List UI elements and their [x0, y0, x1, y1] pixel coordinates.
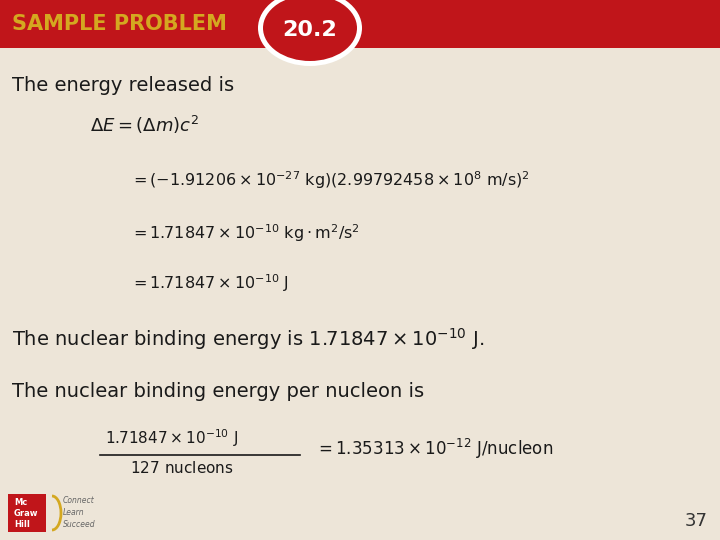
Text: The nuclear binding energy is $1.71847 \times 10^{-10}$ J.: The nuclear binding energy is $1.71847 \… [12, 326, 484, 352]
Text: $127\ \mathrm{nucleons}$: $127\ \mathrm{nucleons}$ [130, 460, 233, 476]
Text: The energy released is: The energy released is [12, 76, 234, 95]
Text: Mc
Graw
Hill: Mc Graw Hill [14, 498, 38, 529]
Text: $= 1.71847 \times 10^{-10}\ \mathrm{J}$: $= 1.71847 \times 10^{-10}\ \mathrm{J}$ [130, 272, 289, 294]
Text: Connect
Learn
Succeed: Connect Learn Succeed [63, 496, 96, 529]
Text: $= (-1.91206 \times 10^{-27}\ \mathrm{kg})(2.99792458 \times 10^{8}\ \mathrm{m/s: $= (-1.91206 \times 10^{-27}\ \mathrm{kg… [130, 169, 530, 191]
Text: 37: 37 [685, 512, 708, 530]
Text: 20.2: 20.2 [283, 20, 338, 40]
Ellipse shape [258, 0, 362, 66]
Text: $\Delta E = (\Delta m)c^2$: $\Delta E = (\Delta m)c^2$ [90, 114, 199, 136]
Text: $1.71847 \times 10^{-10}\ \mathrm{J}$: $1.71847 \times 10^{-10}\ \mathrm{J}$ [105, 427, 238, 449]
Bar [0, 0, 720, 48]
Text: The nuclear binding energy per nucleon is: The nuclear binding energy per nucleon i… [12, 382, 424, 401]
Text: $= 1.71847 \times 10^{-10}\ \mathrm{kg \cdot m^2/s^2}$: $= 1.71847 \times 10^{-10}\ \mathrm{kg \… [130, 222, 360, 244]
Ellipse shape [263, 0, 357, 61]
Text: SAMPLE PROBLEM: SAMPLE PROBLEM [12, 14, 227, 34]
Bar [8, 494, 46, 532]
Text: $= 1.35313 \times 10^{-12}\ \mathrm{J/nucleon}$: $= 1.35313 \times 10^{-12}\ \mathrm{J/nu… [315, 437, 553, 461]
